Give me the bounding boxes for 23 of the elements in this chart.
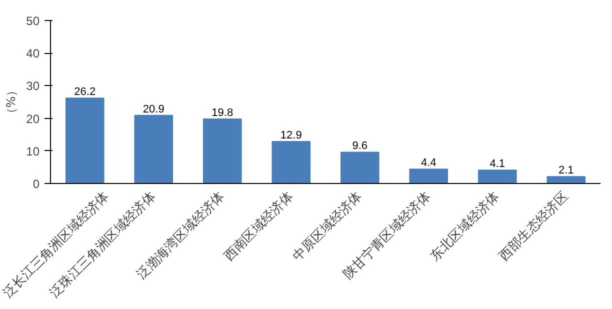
bar — [340, 152, 380, 184]
data-label: 9.6 — [352, 140, 368, 152]
bar — [134, 114, 174, 184]
data-label: 4.4 — [420, 157, 436, 170]
data-label: 19.8 — [212, 106, 234, 119]
data-label: 12.9 — [280, 129, 302, 142]
bar — [65, 98, 104, 184]
y-tick-label: 0 — [32, 177, 40, 191]
data-label: 2.1 — [558, 164, 574, 177]
bar — [272, 140, 311, 184]
y-tick-label: 30 — [26, 79, 40, 94]
data-label: 4.1 — [490, 158, 506, 170]
bar — [202, 118, 242, 184]
bar — [478, 170, 517, 184]
data-label: 26.2 — [74, 86, 96, 98]
bar — [409, 168, 448, 184]
y-tick-label: 50 — [26, 14, 40, 28]
y-tick-label: 40 — [26, 46, 40, 61]
y-tick-label: 20 — [26, 112, 40, 126]
y-axis-title: （%） — [4, 84, 18, 120]
data-label: 20.9 — [142, 103, 164, 116]
y-tick-label: 10 — [26, 144, 40, 158]
bar — [546, 176, 586, 184]
